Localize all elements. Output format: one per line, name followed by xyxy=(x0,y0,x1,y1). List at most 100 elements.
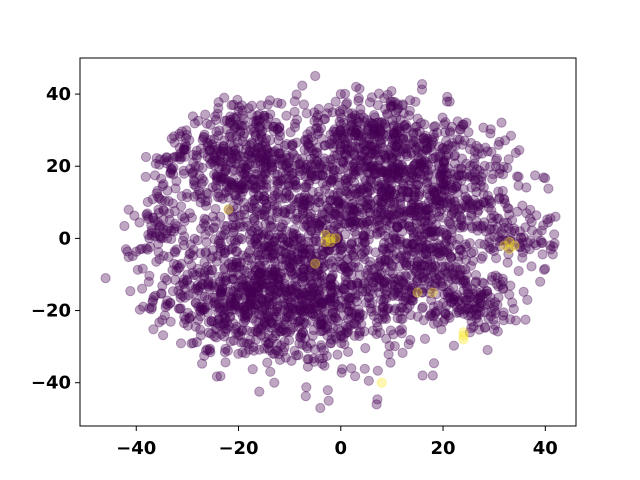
data-point xyxy=(262,357,273,368)
data-point xyxy=(303,304,314,315)
data-point xyxy=(238,337,249,348)
data-point xyxy=(252,326,263,337)
data-point xyxy=(376,117,387,129)
data-point xyxy=(246,287,257,298)
data-point xyxy=(305,260,316,271)
data-point xyxy=(215,246,226,257)
data-point xyxy=(254,254,265,265)
data-point xyxy=(142,244,153,255)
data-point xyxy=(215,230,226,241)
data-point xyxy=(277,260,288,271)
data-point xyxy=(261,270,272,281)
data-point xyxy=(273,279,284,290)
data-point xyxy=(266,291,277,302)
data-point xyxy=(244,344,255,355)
data-point xyxy=(273,349,284,360)
data-point xyxy=(209,331,220,342)
data-point xyxy=(179,292,190,303)
data-point xyxy=(352,217,364,228)
data-point xyxy=(134,217,145,228)
data-point xyxy=(203,327,214,338)
data-point xyxy=(298,317,309,328)
data-point xyxy=(157,232,168,244)
data-point xyxy=(313,197,324,208)
data-point xyxy=(321,241,332,252)
data-point xyxy=(442,91,453,103)
data-point xyxy=(197,304,208,315)
data-point xyxy=(316,340,327,351)
data-point xyxy=(330,331,341,342)
data-point xyxy=(250,274,261,285)
data-point xyxy=(456,304,467,315)
data-point xyxy=(246,291,257,302)
data-point xyxy=(275,281,286,292)
data-point xyxy=(330,235,342,246)
data-point xyxy=(225,311,236,322)
data-point xyxy=(250,307,261,318)
data-point xyxy=(425,264,436,275)
data-point xyxy=(416,260,427,271)
data-point xyxy=(284,257,295,268)
data-point xyxy=(298,254,309,265)
data-point xyxy=(249,236,261,247)
data-point xyxy=(357,196,369,208)
data-point xyxy=(280,352,291,363)
data-point xyxy=(349,226,360,237)
data-point xyxy=(316,315,327,326)
data-point xyxy=(306,254,318,265)
data-point xyxy=(216,284,227,295)
data-point xyxy=(176,191,187,202)
data-point xyxy=(303,354,314,365)
data-point xyxy=(249,303,260,315)
data-point xyxy=(426,139,437,150)
data-point xyxy=(485,128,496,139)
data-point xyxy=(273,229,284,240)
data-point xyxy=(148,292,159,303)
data-point xyxy=(250,264,262,275)
data-point xyxy=(303,229,314,240)
data-point xyxy=(296,277,308,288)
data-point xyxy=(281,311,292,322)
data-point xyxy=(257,319,268,331)
data-point xyxy=(319,278,330,289)
data-point xyxy=(310,174,321,185)
data-point xyxy=(242,267,253,278)
data-point xyxy=(383,349,394,360)
data-point xyxy=(389,341,400,352)
data-point xyxy=(229,235,240,246)
data-point xyxy=(333,256,344,267)
data-point xyxy=(263,234,274,245)
data-point xyxy=(358,230,369,241)
data-point xyxy=(157,314,168,326)
data-point xyxy=(202,307,213,318)
data-point xyxy=(301,303,312,314)
data-point xyxy=(219,262,230,273)
data-point xyxy=(336,295,347,306)
data-point xyxy=(237,284,248,295)
data-point xyxy=(241,311,252,323)
data-point xyxy=(500,198,511,209)
data-point xyxy=(258,227,269,238)
data-point xyxy=(294,289,305,300)
data-point xyxy=(466,198,478,210)
data-point xyxy=(366,306,377,317)
highlight-point xyxy=(330,233,341,244)
data-point xyxy=(290,317,301,328)
data-point xyxy=(193,115,204,127)
data-point xyxy=(275,281,286,292)
data-point xyxy=(243,301,254,312)
data-point xyxy=(250,289,261,300)
data-point xyxy=(182,307,193,318)
data-point xyxy=(309,255,320,266)
data-point xyxy=(278,293,289,304)
data-point xyxy=(279,207,291,218)
data-point xyxy=(298,263,309,274)
data-point xyxy=(507,297,518,308)
data-point xyxy=(357,286,368,297)
data-point xyxy=(355,186,366,197)
data-point xyxy=(269,270,280,282)
data-point xyxy=(316,284,327,295)
data-point xyxy=(309,243,320,254)
data-point xyxy=(334,301,345,312)
data-point xyxy=(183,254,194,265)
